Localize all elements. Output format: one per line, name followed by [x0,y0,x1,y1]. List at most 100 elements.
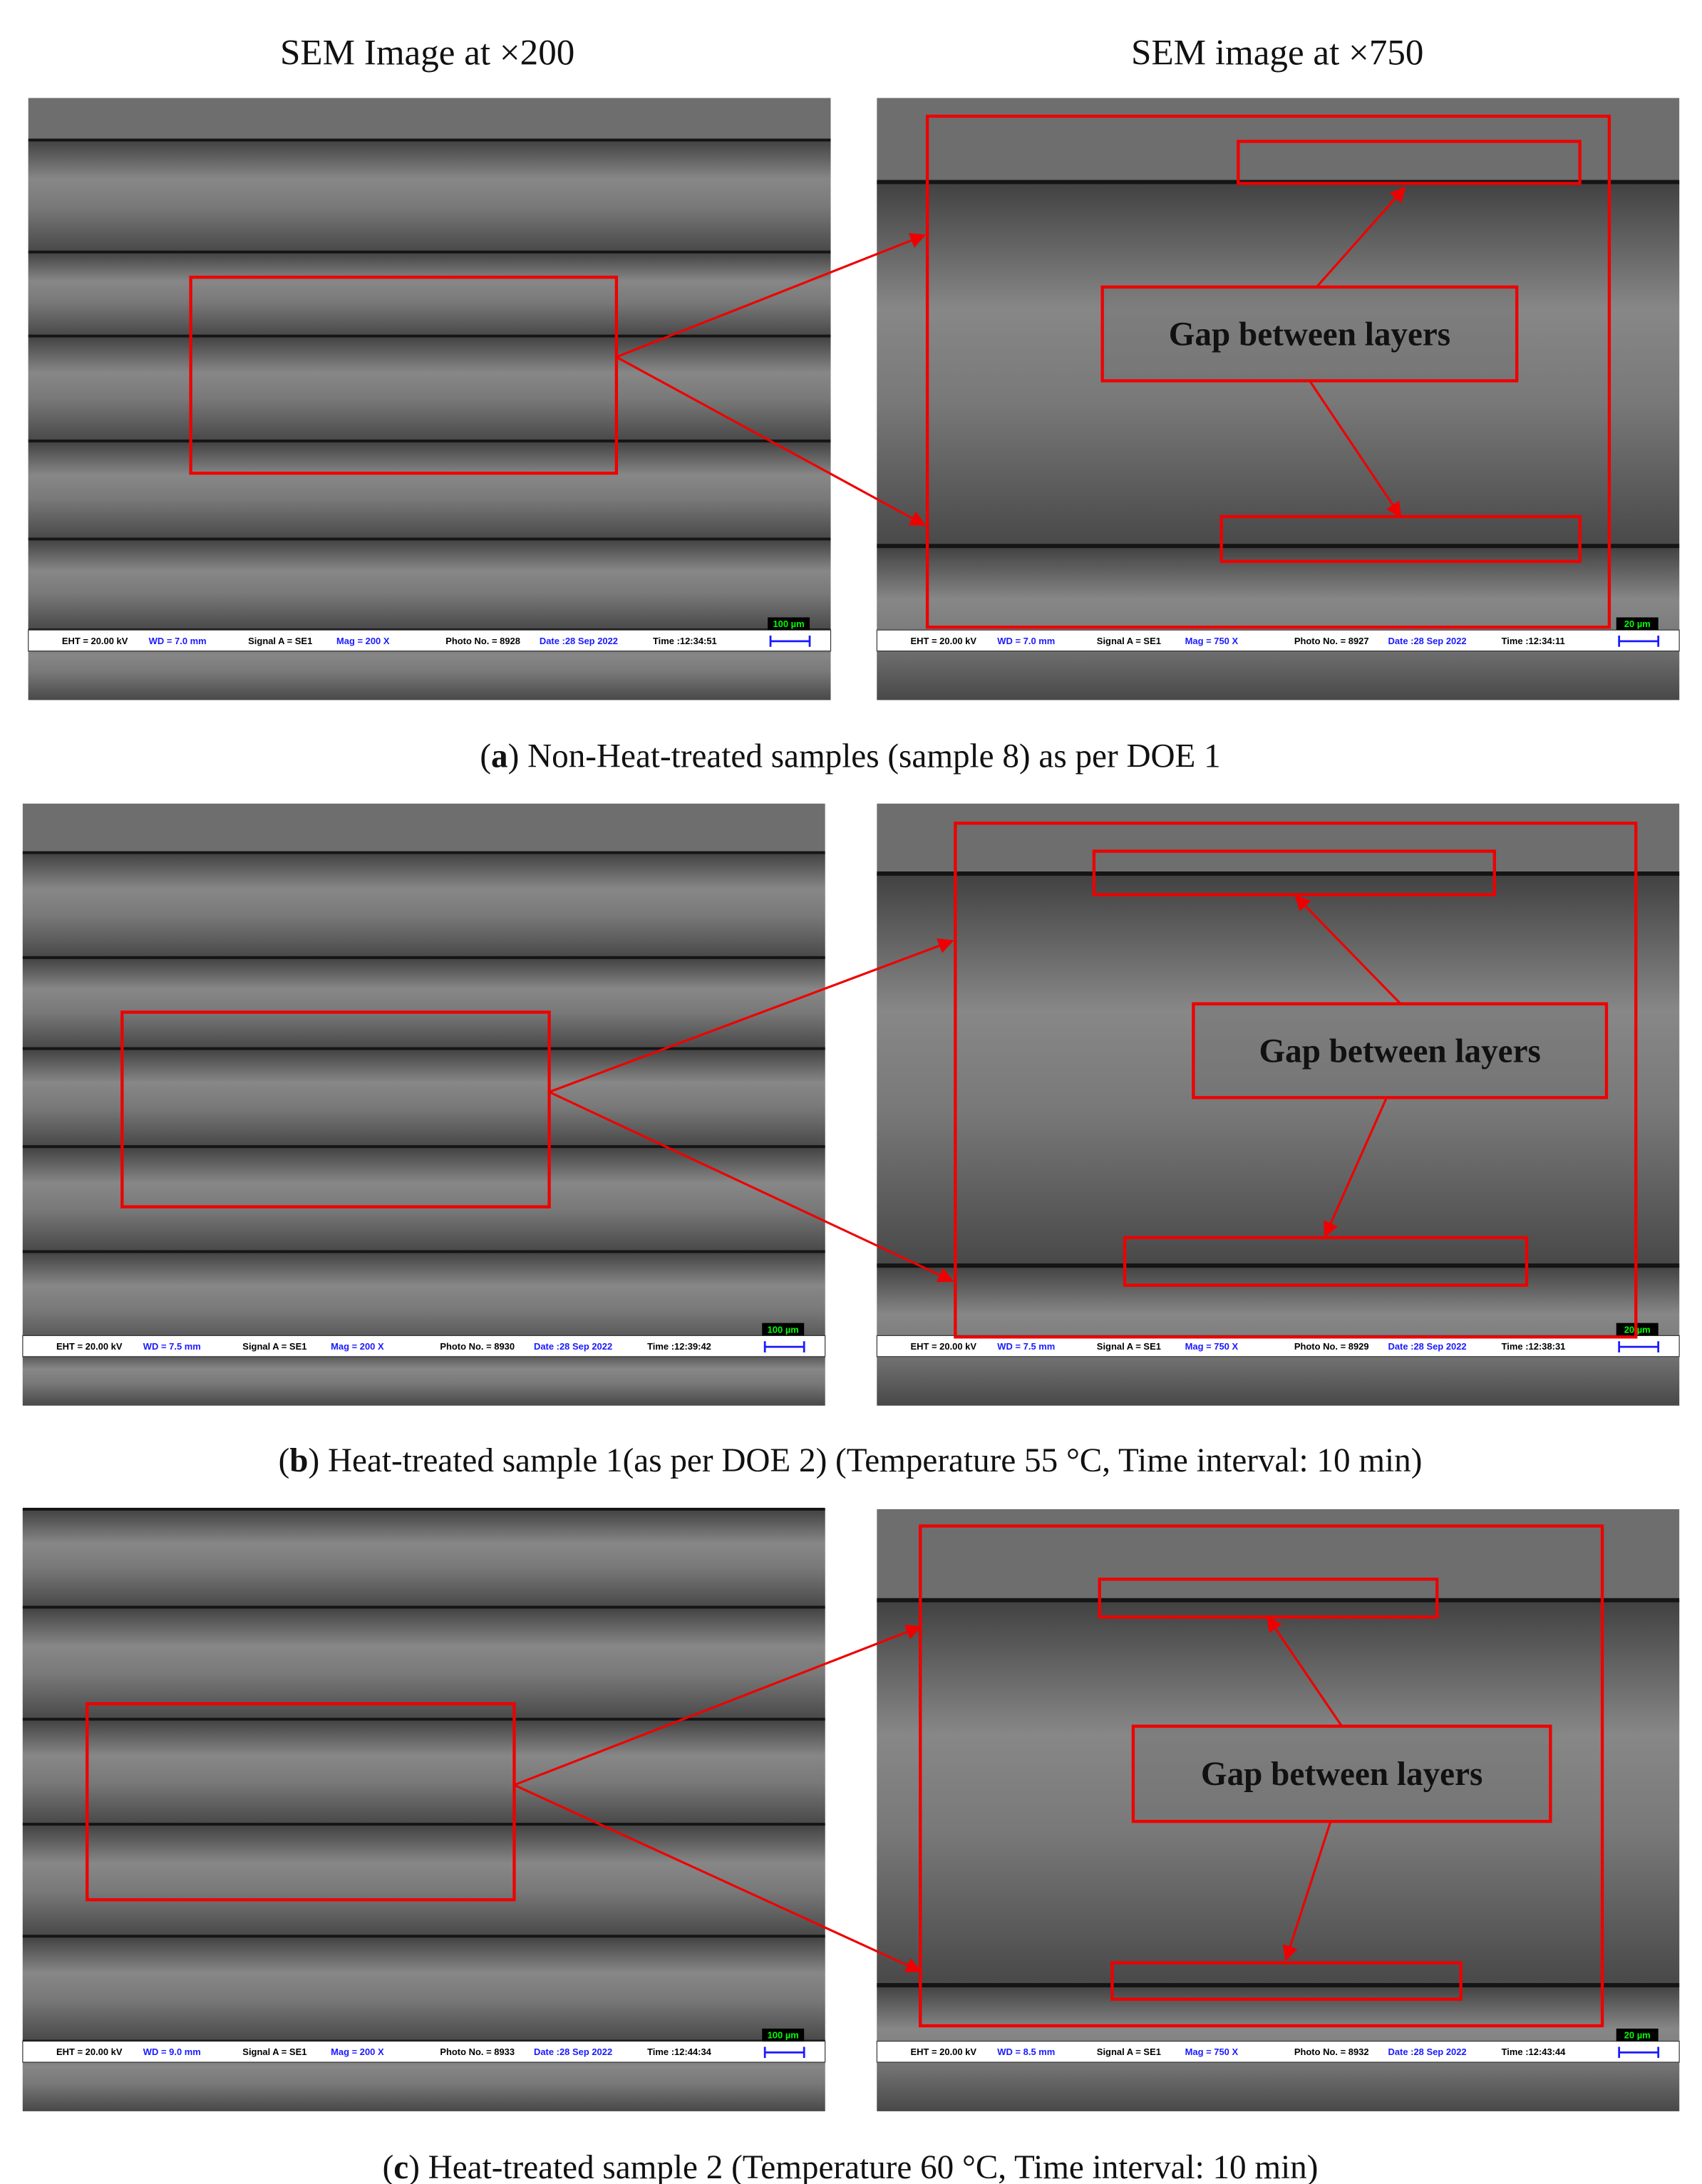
layer [22,1508,825,1608]
column-header: SEM image at ×750 [1131,32,1423,73]
scale-label: 20 µm [1624,2030,1651,2041]
zoom-frame [919,1524,1604,2028]
info-mag: Mag = 750 X [1185,2046,1239,2057]
scale-bar [1618,2046,1660,2059]
arrow [616,356,927,527]
arrow [1309,380,1402,518]
info-wd: WD = 7.0 mm [997,636,1055,646]
scale-bar [769,635,811,647]
info-time: Time :12:43:44 [1502,2046,1567,2057]
gap-box [1092,849,1496,896]
scale-bar [1618,635,1660,647]
info-bar [28,629,832,652]
info-signal: Signal A = SE1 [242,2046,306,2057]
layer [22,1607,825,1719]
sem-image: EHT = 20.00 kV WD = 7.0 mm Signal A = SE1 M… [28,98,832,700]
panel-caption: (b) Heat-treated sample 1(as per DOE 2) … [279,1442,1423,1479]
scale-label-bg [1616,2028,1659,2041]
arrow [1282,1821,1332,1962]
layer [877,182,1680,547]
layer [22,1048,825,1147]
info-date: Date :28 Sep 2022 [540,636,618,646]
info-wd: WD = 7.0 mm [149,636,207,646]
annotation-box [1100,285,1519,383]
info-photo: Photo No. = 8930 [440,1341,515,1352]
caption-prefix: ( [383,2149,394,2184]
layer [22,1147,825,1252]
info-bar [876,1335,1680,1357]
info-wd: WD = 7.5 mm [143,1341,201,1352]
layer [22,1350,825,1406]
layer [22,957,825,1049]
info-signal: Signal A = SE1 [242,1341,306,1352]
zoom-box [189,275,619,475]
layer [22,1824,825,1937]
info-date: Date :28 Sep 2022 [1388,1341,1466,1352]
caption-prefix: ( [279,1442,290,1479]
arrow [548,1091,954,1283]
info-mag: Mag = 200 X [336,636,390,646]
info-signal: Signal A = SE1 [248,636,312,646]
info-eht: EHT = 20.00 kV [62,636,128,646]
info-mag: Mag = 200 X [331,1341,384,1352]
info-date: Date :28 Sep 2022 [534,2046,612,2057]
info-photo: Photo No. = 8929 [1294,1341,1369,1352]
info-wd: WD = 9.0 mm [143,2046,201,2057]
layer [28,252,831,336]
gap-box [1237,140,1582,185]
layer [28,140,831,252]
zoom-frame [954,822,1638,1339]
arrow [513,1624,922,1786]
info-bar [876,629,1680,652]
zoom-box [120,1010,551,1209]
panel-caption: (a) Non-Heat-treated samples (sample 8) … [480,738,1220,775]
layer [22,1251,825,1350]
info-time: Time :12:38:31 [1502,1341,1566,1352]
info-photo: Photo No. = 8927 [1294,636,1369,646]
info-wd: WD = 7.5 mm [997,1341,1055,1352]
info-time: Time :12:39:42 [647,1341,711,1352]
info-eht: EHT = 20.00 kV [911,1341,977,1352]
info-eht: EHT = 20.00 kV [911,636,977,646]
layer [28,440,831,539]
info-wd: WD = 8.5 mm [997,2046,1055,2057]
caption-letter: a [491,738,508,775]
annotation: Gap between layers [1259,1033,1540,1070]
annotation-box [1131,1724,1552,1823]
sem-image: EHT = 20.00 kV WD = 7.5 mm Signal A = SE1 M… [876,803,1680,1406]
panel-caption: (c) Heat-treated sample 2 (Temperature 6… [383,2149,1319,2184]
info-signal: Signal A = SE1 [1097,2046,1161,2057]
scale-bar [763,1341,805,1352]
scale-label: 100 µm [768,2030,799,2041]
info-bar [22,1335,826,1357]
arrow [1294,894,1402,1005]
info-date: Date :28 Sep 2022 [1388,2046,1466,2057]
info-time: Time :12:34:11 [1502,636,1565,646]
arrow [1316,186,1406,288]
scale-bar [763,2046,805,2059]
info-photo: Photo No. = 8932 [1294,2046,1369,2057]
caption-prefix: ( [480,738,491,775]
caption-text: ) Heat-treated sample 2 (Temperature 60 … [408,2149,1318,2184]
arrow [549,938,954,1093]
arrow [616,233,927,358]
info-mag: Mag = 750 X [1185,1341,1239,1352]
info-eht: EHT = 20.00 kV [911,2046,977,2057]
layer [22,1719,825,1825]
info-eht: EHT = 20.00 kV [56,2046,123,2057]
layer [22,1936,825,2041]
sem-image: EHT = 20.00 kV WD = 9.0 mm Signal A = SE1 M… [22,1508,826,2111]
info-signal: Signal A = SE1 [1097,636,1161,646]
scale-label: 20 µm [1624,619,1651,629]
arrow [513,1784,922,1973]
caption-letter: c [393,2149,408,2184]
scale-label-bg [762,2028,805,2041]
scale-label-bg [762,1323,805,1336]
info-eht: EHT = 20.00 kV [56,1341,123,1352]
layer [877,874,1680,1266]
zoom-box [86,1702,516,1902]
info-signal: Signal A = SE1 [1097,1341,1161,1352]
scale-label: 100 µm [768,1324,799,1335]
layer [28,336,831,441]
layer [22,852,825,958]
